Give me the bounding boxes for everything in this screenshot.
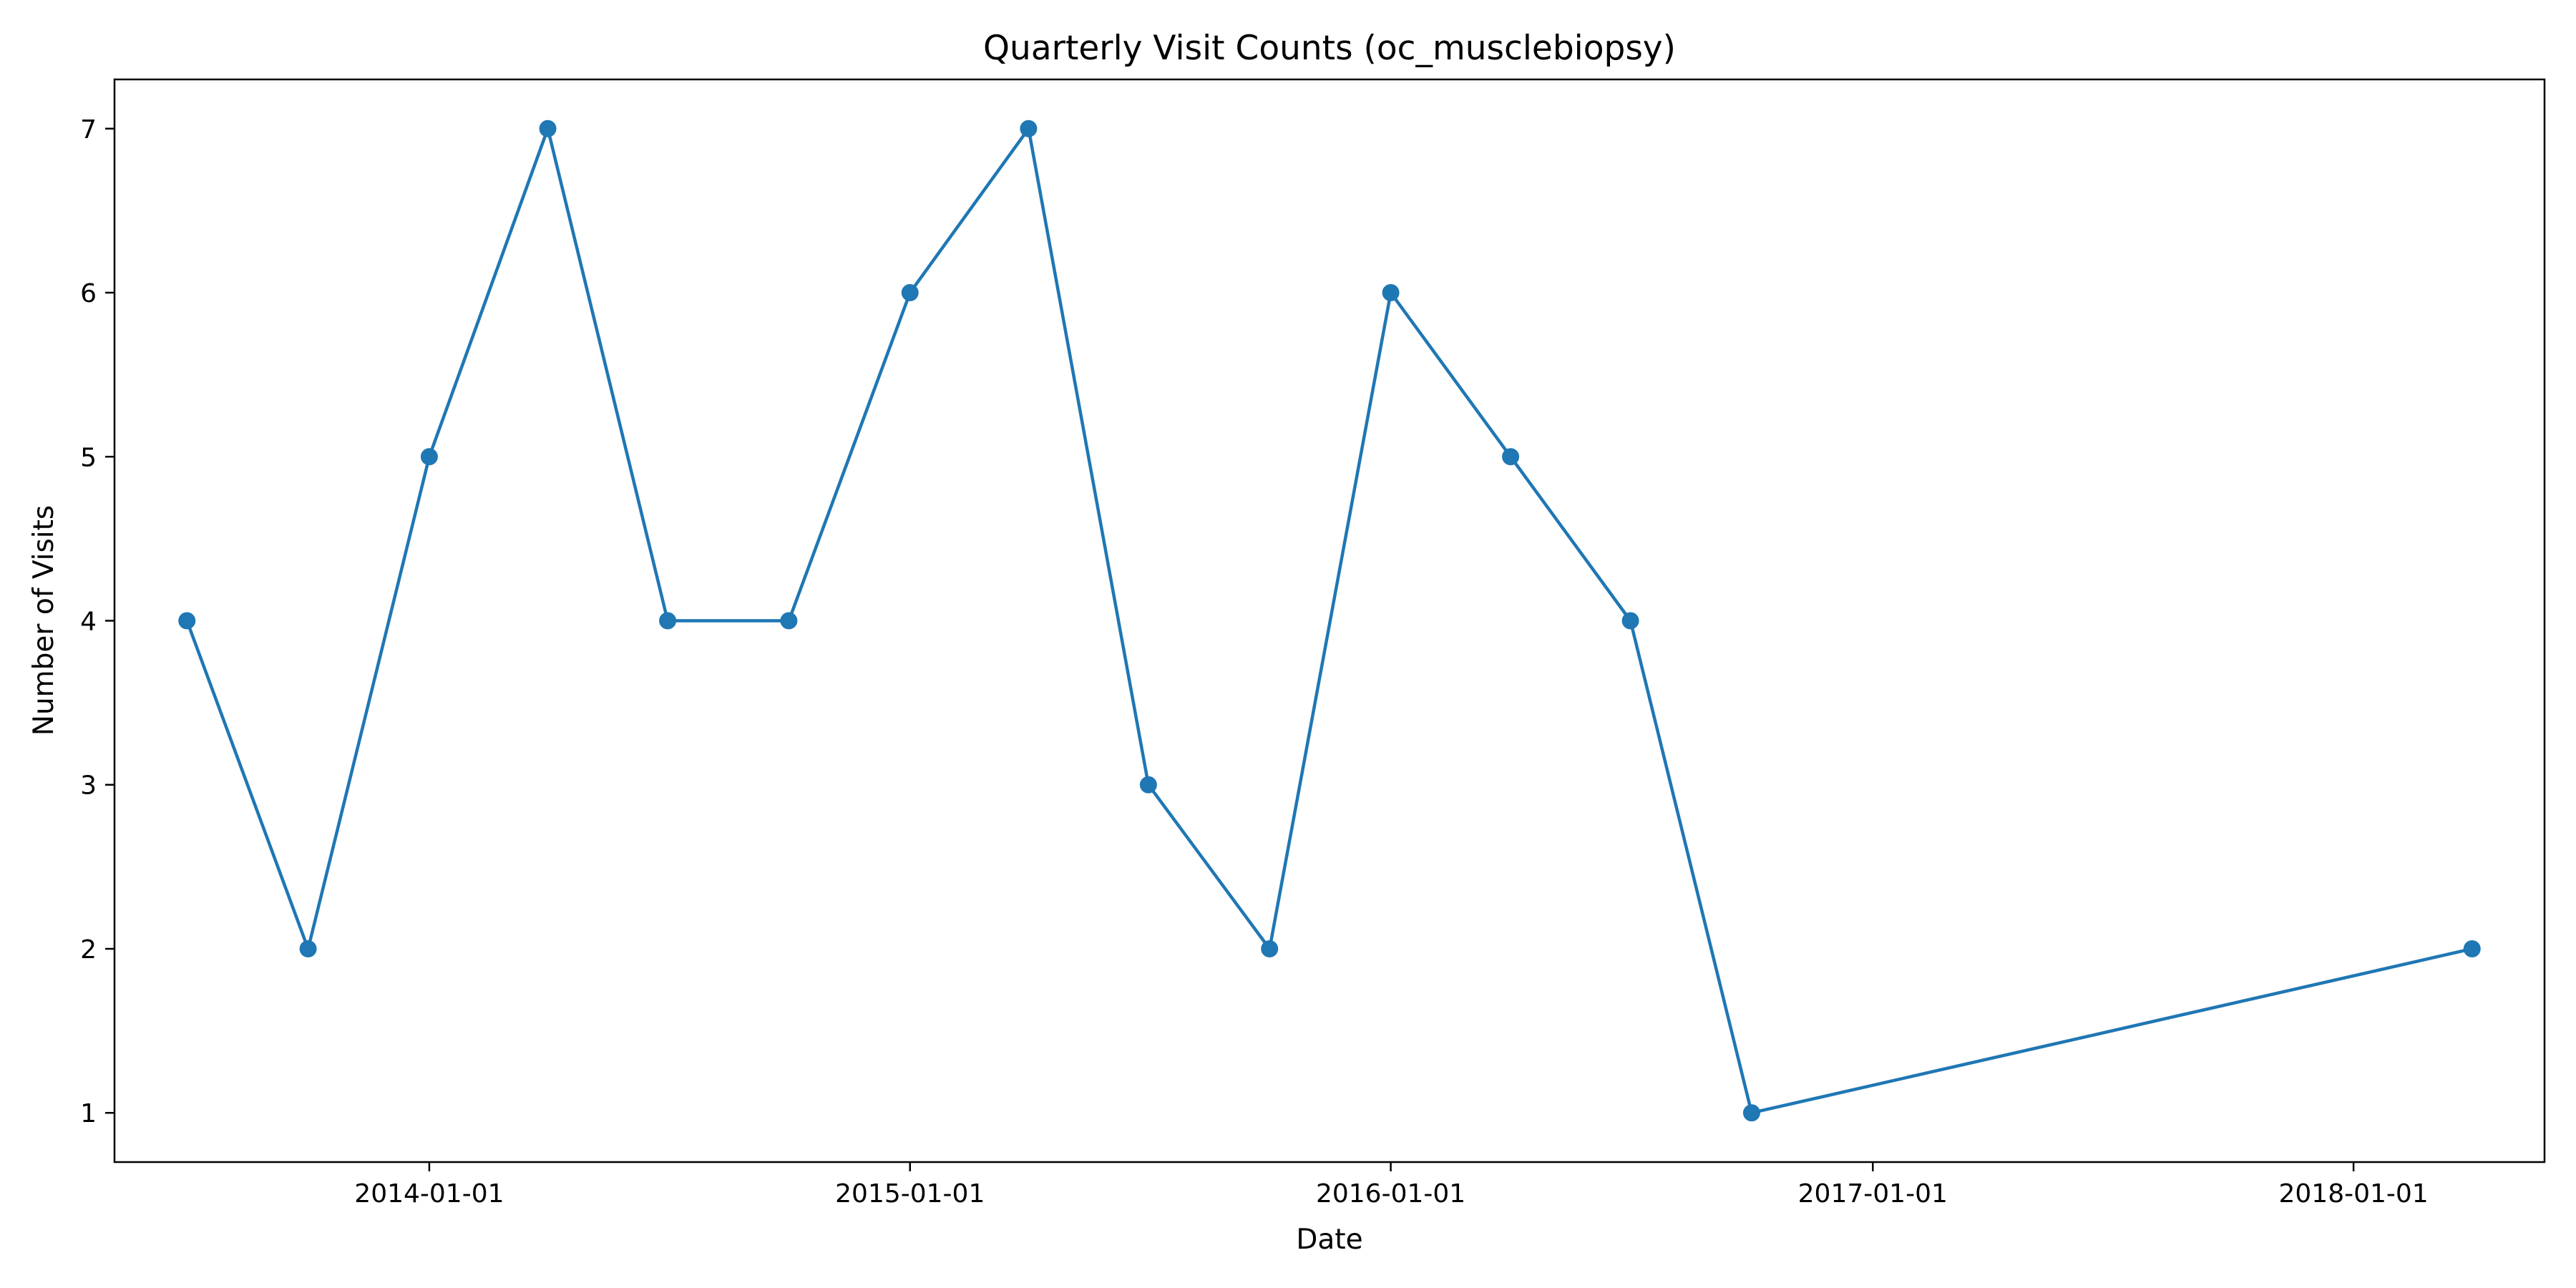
data-point bbox=[420, 448, 438, 466]
data-point bbox=[1621, 612, 1639, 630]
data-point bbox=[901, 284, 919, 302]
y-axis-label: Number of Visits bbox=[28, 505, 60, 736]
data-point bbox=[1742, 1104, 1760, 1122]
y-tick-label: 5 bbox=[80, 443, 97, 472]
y-tick-label: 4 bbox=[80, 608, 97, 637]
x-tick-label: 2015-01-01 bbox=[835, 1179, 985, 1209]
data-point bbox=[659, 612, 677, 630]
data-point bbox=[1139, 776, 1157, 794]
data-point bbox=[780, 612, 798, 630]
x-axis-label: Date bbox=[1296, 1224, 1362, 1256]
y-tick-label: 2 bbox=[80, 935, 97, 965]
y-axis: 1 2 3 4 5 6 7 bbox=[80, 115, 114, 1128]
data-point bbox=[299, 940, 317, 957]
plot-area bbox=[178, 119, 2481, 1122]
chart-title: Quarterly Visit Counts (oc_musclebiopsy) bbox=[983, 29, 1676, 68]
y-tick-label: 6 bbox=[80, 279, 97, 308]
x-tick-label: 2014-01-01 bbox=[354, 1179, 504, 1209]
y-tick-label: 7 bbox=[80, 115, 97, 145]
data-point bbox=[1020, 119, 1038, 137]
x-tick-label: 2017-01-01 bbox=[1798, 1179, 1948, 1209]
data-point bbox=[1382, 284, 1400, 302]
x-tick-label: 2016-01-01 bbox=[1316, 1179, 1465, 1209]
data-point bbox=[1502, 448, 1520, 466]
data-point bbox=[178, 612, 196, 630]
y-tick-label: 1 bbox=[80, 1099, 97, 1128]
x-axis: 2014-01-01 2015-01-01 2016-01-01 2017-01-01… bbox=[354, 1162, 2429, 1209]
x-tick-label: 2018-01-01 bbox=[2278, 1179, 2428, 1209]
y-tick-label: 3 bbox=[80, 771, 97, 801]
data-point bbox=[1261, 940, 1279, 957]
data-point bbox=[539, 119, 557, 137]
data-point bbox=[2463, 940, 2481, 957]
